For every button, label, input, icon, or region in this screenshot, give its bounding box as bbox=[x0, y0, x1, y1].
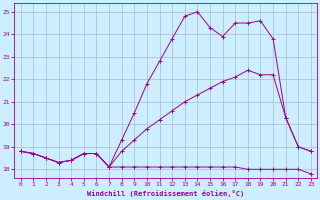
X-axis label: Windchill (Refroidissement éolien,°C): Windchill (Refroidissement éolien,°C) bbox=[87, 190, 244, 197]
